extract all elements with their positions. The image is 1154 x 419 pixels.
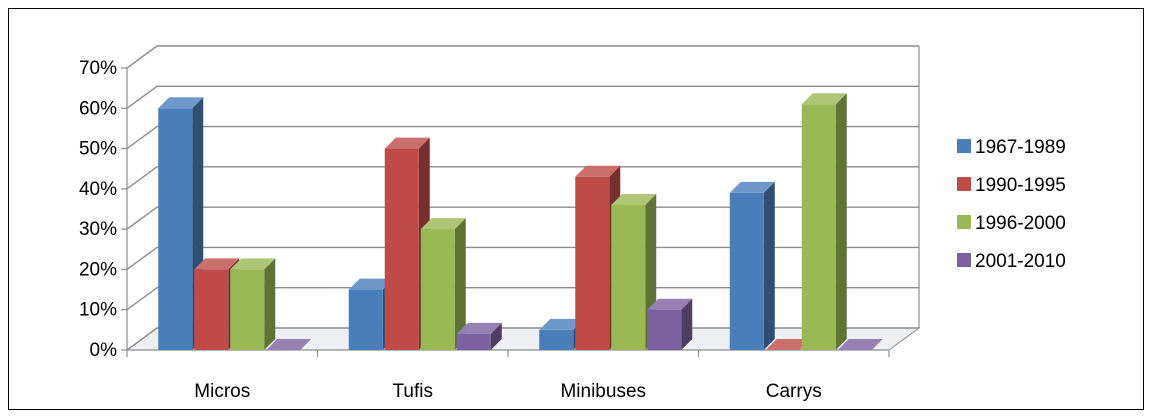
y-tick-label: 20% [79,259,117,280]
bar-side-face [835,93,847,350]
bar-tufis-2001-2010 [456,322,502,350]
legend-label: 1990-1995 [975,175,1066,196]
gridline [126,287,919,311]
y-tick-label: 40% [79,179,117,200]
legend-label: 1967-1989 [975,137,1066,158]
bar-carrys-1967-1989 [729,181,775,350]
y-tick-label: 30% [79,219,117,240]
legend-swatch [957,215,971,229]
legend-swatch [957,139,971,153]
bar-top-face [158,97,204,109]
y-tick-label: 70% [79,58,117,79]
bar-top-face [539,318,585,330]
bar-top-face [801,93,847,105]
bar-carrys-1996-2000 [801,93,847,350]
bar-front-face [539,329,574,350]
bar-side-face [264,258,276,350]
bar-front-face [384,148,419,350]
bar-side-face [454,218,466,350]
bar-top-face [765,339,811,350]
y-tick-label: 10% [79,300,117,321]
gridline [126,125,919,150]
gridline [126,45,919,69]
bar-top-face [194,258,240,270]
y-tick-label: 0% [90,340,118,361]
gridline [126,206,919,230]
chart-frame: 0% 10% 20% 30% 40% 50% 60% 70% Micros Tufis Minibu… [8,8,1144,410]
bar-carrys-2001-2010 [837,339,883,350]
bar-side-face [681,298,693,350]
y-tick-label: 50% [79,139,117,160]
bar-top-face [266,339,312,350]
bar-micros-1996-2000 [230,258,276,350]
bar-front-face [230,269,265,350]
bar-front-face [801,104,836,350]
bar-top-face [420,218,466,230]
gridline [126,85,919,109]
bar-micros-2001-2010 [266,339,312,350]
legend-label: 2001-2010 [975,251,1066,272]
bar-top-face [611,193,657,205]
y-tick-label: 60% [79,98,117,119]
bar-minibuses-2001-2010 [647,298,693,350]
gridline [126,166,919,190]
x-tick-label: Carrys [766,381,822,402]
bar-top-face [348,278,394,290]
bar-top-face [384,137,430,149]
bar-front-face [729,192,764,350]
bar-top-face [837,339,883,350]
bar-top-face [647,298,693,310]
x-tick-label: Micros [194,381,250,402]
x-tick-label: Minibuses [560,381,646,402]
bar-tufis-1996-2000 [420,218,466,350]
bar-top-face [230,258,276,270]
bar-front-face [194,269,229,350]
bar-top-face [729,181,775,193]
bar-side-face [763,181,775,350]
bar-carrys-1990-1995 [765,339,811,350]
bar-front-face [575,176,610,350]
bar-front-face [158,108,193,351]
x-tick-label: Tufis [393,381,433,402]
gridline [126,246,919,270]
bar-side-face [490,322,502,350]
bar-front-face [348,289,383,350]
bar-front-face [420,229,455,350]
bar-chart: 0% 10% 20% 30% 40% 50% 60% 70% Micros Tufis Minibu… [79,45,1066,402]
bar-front-face [647,309,682,350]
bar-front-face [611,204,646,350]
bar-front-face [456,333,491,350]
legend-swatch [957,253,971,267]
bar-top-face [575,165,621,177]
legend-label: 1996-2000 [975,213,1066,234]
legend-swatch [957,177,971,191]
plot-back-wall [157,46,919,328]
bar-top-face [456,322,502,334]
